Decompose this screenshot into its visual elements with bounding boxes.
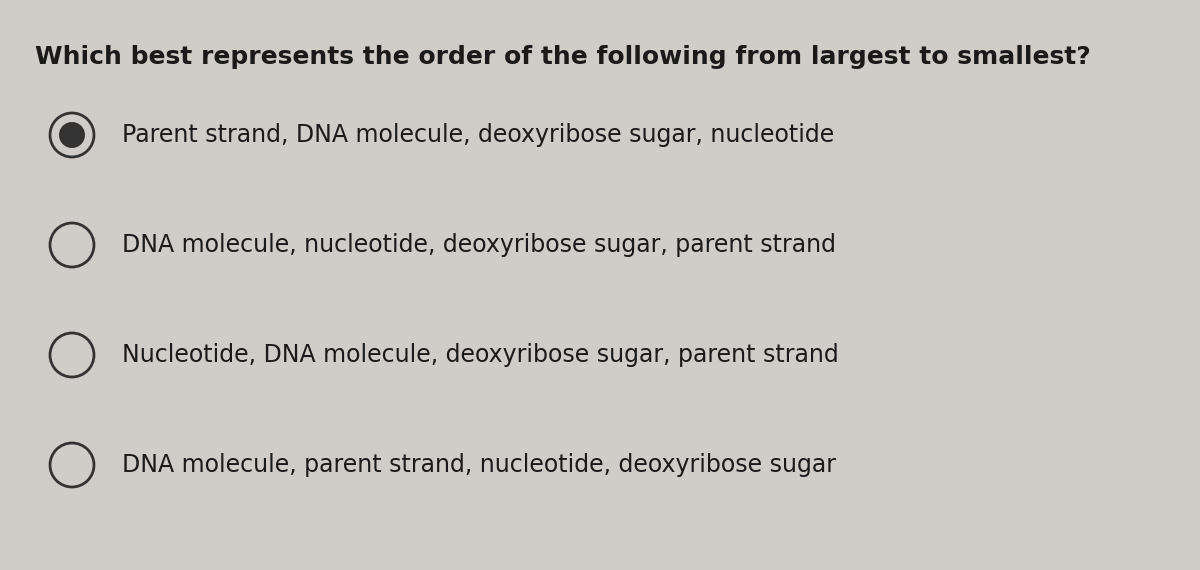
Text: Which best represents the order of the following from largest to smallest?: Which best represents the order of the f… [35, 45, 1091, 69]
Circle shape [59, 122, 85, 148]
Text: Parent strand, DNA molecule, deoxyribose sugar, nucleotide: Parent strand, DNA molecule, deoxyribose… [122, 123, 834, 147]
Text: DNA molecule, nucleotide, deoxyribose sugar, parent strand: DNA molecule, nucleotide, deoxyribose su… [122, 233, 836, 257]
Text: Nucleotide, DNA molecule, deoxyribose sugar, parent strand: Nucleotide, DNA molecule, deoxyribose su… [122, 343, 839, 367]
Text: DNA molecule, parent strand, nucleotide, deoxyribose sugar: DNA molecule, parent strand, nucleotide,… [122, 453, 836, 477]
